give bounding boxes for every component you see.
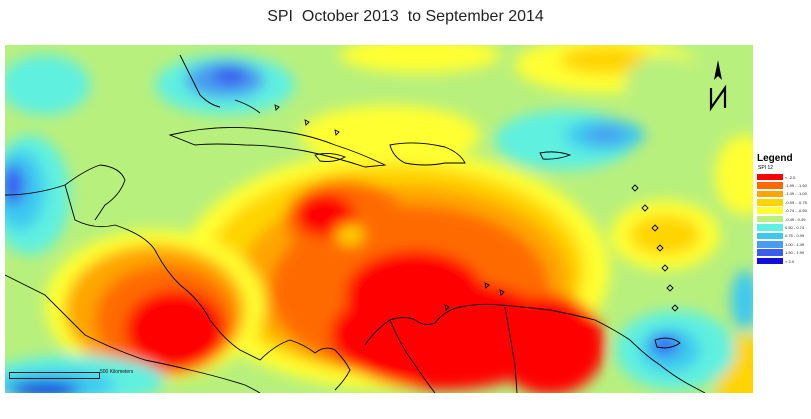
legend-item: > 2.0 (757, 257, 811, 265)
legend-item: 0.50 - 0.74 (757, 223, 811, 231)
legend-swatch (757, 199, 783, 206)
legend-swatch (757, 257, 783, 265)
legend-item: 0.75 - 0.99 (757, 232, 811, 240)
legend-subtitle: SPI 12 (758, 165, 774, 171)
legend-item: 1.00 - 1.49 (757, 240, 811, 248)
legend-swatch (757, 207, 783, 215)
legend-swatch (757, 232, 783, 240)
north-arrow (706, 58, 730, 112)
scale-label: 500 Kilometers (100, 369, 134, 375)
legend-label: 1.00 - 1.49 (785, 241, 805, 247)
coastlines-outline (5, 54, 706, 393)
legend-label: > 2.0 (785, 258, 795, 264)
legend-label: -0.99 - -0.75 (785, 199, 807, 205)
spi-surface (5, 45, 753, 393)
legend-item: -0.49 - 0.49 (757, 215, 811, 223)
legend-label: -0.74 - -0.50 (785, 208, 807, 214)
spi-field (5, 45, 753, 393)
legend-label: < -2.0 (785, 174, 796, 180)
legend-swatch (757, 249, 783, 256)
legend-item: -1.49 - -1.00 (757, 190, 811, 198)
legend-label: 1.50 - 1.99 (785, 250, 805, 256)
spi-map (5, 45, 753, 393)
legend-swatch (757, 173, 783, 181)
legend-item: -0.99 - -0.75 (757, 198, 811, 206)
legend-swatch (757, 182, 783, 189)
legend-item: -1.99 - -1.50 (757, 181, 811, 189)
map-title: SPI October 2013 to September 2014 (267, 8, 544, 25)
legend-item: 1.50 - 1.99 (757, 249, 811, 257)
legend-swatch (757, 241, 783, 248)
legend-label: 0.75 - 0.99 (785, 233, 805, 239)
legend-swatch (757, 224, 783, 231)
legend-title: Legend (757, 153, 793, 164)
legend: Legend SPI 12 < -2.0 -1.99 - -1.50 -1.49 -… (757, 153, 811, 265)
legend-label: -1.99 - -1.50 (785, 183, 807, 189)
legend-swatch (757, 190, 783, 198)
legend-items: < -2.0 -1.99 - -1.50 -1.49 - -1.00 -0.99 - … (757, 173, 811, 265)
legend-item: -0.74 - -0.50 (757, 207, 811, 215)
legend-label: -1.49 - -1.00 (785, 191, 807, 197)
legend-item: < -2.0 (757, 173, 811, 181)
scale-bar (9, 372, 100, 379)
legend-label: 0.50 - 0.74 (785, 225, 805, 231)
legend-swatch (757, 215, 783, 223)
legend-label: -0.49 - 0.49 (785, 216, 806, 222)
north-arrow-icon (709, 60, 727, 112)
